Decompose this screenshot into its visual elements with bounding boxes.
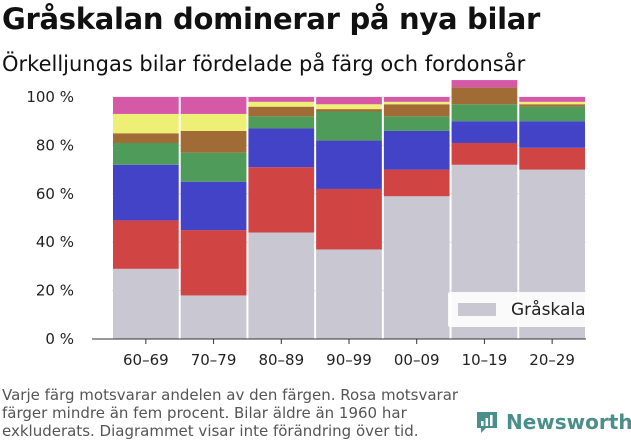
bar-segment <box>383 97 450 102</box>
x-tick-label: 20–29 <box>529 351 575 369</box>
bar-segment <box>451 87 518 105</box>
x-tick-label: 70–79 <box>191 351 237 369</box>
bar-segment <box>383 196 450 339</box>
bar-segment <box>451 80 518 88</box>
bar-segment <box>113 164 179 221</box>
bar-segment <box>248 167 315 233</box>
x-tick-label: 10–19 <box>462 351 508 369</box>
bar-segment <box>316 104 382 110</box>
x-tick-label: 00–09 <box>394 351 440 369</box>
bar-stacks <box>113 80 585 339</box>
chart-subtitle: Örkelljungas bilar fördelade på färg och… <box>2 52 526 76</box>
bar-segment <box>113 220 179 269</box>
y-tick-label: 80 % <box>36 136 74 154</box>
bar-segment <box>451 121 518 143</box>
footnote: Varje färg motsvarar andelen av den färg… <box>2 386 459 440</box>
newsworthy-logo-icon <box>477 412 497 433</box>
bar-segment <box>383 104 450 117</box>
y-axis: 0 % 20 % 40 % 60 % 80 % 100 % <box>26 88 74 348</box>
bar-segment <box>180 295 247 339</box>
bar-segment <box>180 181 247 231</box>
legend-swatch <box>458 303 496 316</box>
bar-segment <box>180 130 247 153</box>
stacked-bar-chart: 0 % 20 % 40 % 60 % 80 % 100 % 60–69 70–79 80–89… <box>26 80 591 369</box>
bar-segment <box>180 152 247 182</box>
brand-name: Newsworthy <box>506 410 631 434</box>
y-tick-label: 100 % <box>26 88 74 106</box>
bar-segment <box>180 113 247 131</box>
y-tick-label: 0 % <box>45 330 74 348</box>
bar-segment <box>519 121 585 148</box>
bar-segment <box>316 109 382 112</box>
bar-segment <box>451 142 518 165</box>
bar-segment <box>180 230 247 296</box>
bar-segment <box>519 104 585 107</box>
bar-segment <box>248 106 315 117</box>
bar-segment <box>519 101 585 105</box>
bar-segment <box>248 128 315 168</box>
bar-segment <box>383 116 450 131</box>
bar-segment <box>316 140 382 189</box>
x-tick-label: 90–99 <box>326 351 372 369</box>
bar-segment <box>248 232 315 339</box>
brand: Newsworthy <box>474 406 631 438</box>
bar-segment <box>248 116 315 129</box>
bar-segment <box>113 268 179 339</box>
bar-segment <box>180 97 247 114</box>
bar-segment <box>519 147 585 170</box>
bar-segment <box>316 97 382 105</box>
x-tick-label: 60–69 <box>123 351 169 369</box>
x-tick-label: 80–89 <box>258 351 304 369</box>
y-tick-label: 20 % <box>36 282 74 300</box>
bar-segment <box>519 97 585 102</box>
y-tick-label: 60 % <box>36 185 74 203</box>
legend-box <box>448 292 591 327</box>
bar-segment <box>451 104 518 122</box>
legend-label: Gråskala <box>511 299 586 320</box>
x-axis: 60–69 70–79 80–89 90–99 00–09 10–19 20–29 <box>92 338 586 369</box>
y-tick-label: 40 % <box>36 233 74 251</box>
bar-segment <box>248 101 315 107</box>
bar-segment <box>113 142 179 165</box>
bar-segment <box>383 130 450 170</box>
bar-segment <box>248 97 315 102</box>
bar-segment <box>316 249 382 339</box>
bar-segment <box>316 188 382 250</box>
legend: Gråskala <box>448 292 591 327</box>
bar-segment <box>113 133 179 143</box>
bar-segment <box>316 111 382 141</box>
bar-segment <box>383 169 450 197</box>
bar-segment <box>519 106 585 122</box>
chart-title: Gråskalan dominerar på nya bilar <box>2 2 541 36</box>
bar-segment <box>383 101 450 105</box>
bar-segment <box>113 113 179 134</box>
bar-segment <box>113 97 179 114</box>
